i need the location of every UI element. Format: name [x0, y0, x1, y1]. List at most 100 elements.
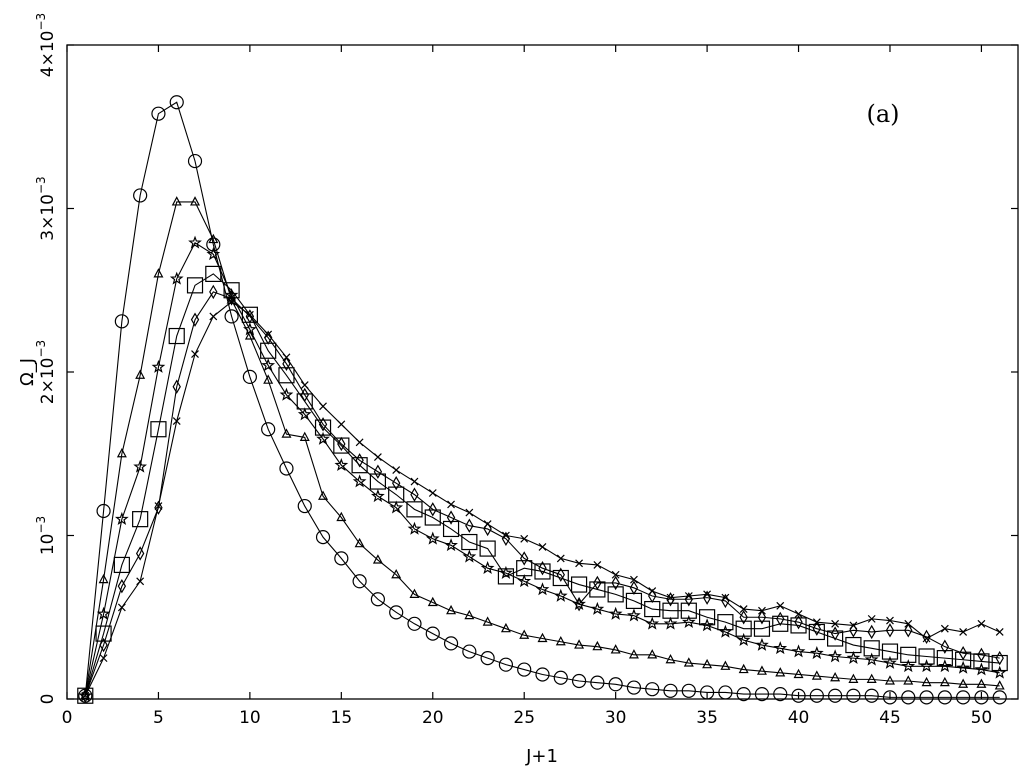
y-tick-label: 4×10−3 — [34, 13, 58, 77]
data-point-star — [535, 582, 550, 596]
data-point-triangle — [299, 431, 310, 441]
series-line-star — [84, 242, 1000, 696]
data-point-triangle — [555, 636, 566, 646]
data-point-cross — [373, 453, 382, 461]
data-point-star — [114, 511, 129, 525]
data-point-star — [243, 322, 257, 336]
data-point-triangle — [592, 640, 603, 651]
series-layer — [77, 95, 1008, 705]
data-point-diamond — [812, 621, 822, 636]
data-point-square — [113, 556, 130, 574]
x-tick-label: 40 — [788, 708, 810, 728]
data-point-square — [150, 421, 167, 438]
x-tick-label: 5 — [153, 708, 164, 728]
data-point-cross — [483, 520, 492, 528]
data-point-circle — [517, 662, 532, 677]
data-point-star — [407, 521, 422, 535]
data-point-square — [753, 620, 771, 637]
data-point-cross — [630, 575, 638, 584]
data-point-diamond — [209, 284, 218, 300]
data-point-diamond — [922, 629, 931, 645]
data-point-square — [991, 654, 1008, 672]
data-point-diamond — [574, 596, 584, 612]
data-point-triangle — [537, 632, 548, 643]
data-point-cross — [831, 619, 840, 628]
data-point-square — [424, 509, 441, 526]
data-point-triangle — [848, 673, 859, 683]
y-tick-base: 0 — [38, 694, 58, 705]
data-point-cross — [703, 590, 712, 599]
data-point-triangle — [958, 678, 969, 688]
data-point-circle — [224, 309, 239, 324]
data-point-circle — [480, 651, 495, 666]
data-point-circle — [261, 422, 276, 437]
data-point-star — [791, 644, 806, 658]
data-point-star — [279, 387, 294, 401]
data-point-triangle — [921, 676, 932, 687]
data-point-diamond — [501, 531, 511, 546]
data-point-circle — [352, 574, 367, 589]
data-point-circle — [590, 675, 605, 690]
data-point-cross — [227, 297, 236, 306]
data-point-cross — [282, 353, 291, 362]
data-point-star — [590, 601, 605, 615]
series-line-triangle — [84, 201, 1000, 696]
data-point-circle — [882, 690, 898, 705]
data-point-cross — [684, 592, 693, 600]
data-point-cross — [501, 531, 510, 540]
data-point-circle — [864, 688, 879, 703]
data-point-star — [956, 660, 971, 674]
x-tick-label: 25 — [513, 708, 535, 728]
data-point-cross — [355, 438, 364, 447]
data-point-square — [918, 648, 935, 665]
data-point-star — [334, 457, 349, 472]
data-point-diamond — [739, 610, 748, 625]
data-point-square — [863, 640, 880, 657]
data-point-square — [680, 602, 697, 619]
data-point-diamond — [684, 592, 694, 607]
data-point-circle — [937, 690, 952, 705]
data-point-square — [772, 615, 789, 632]
data-point-star — [553, 588, 568, 602]
data-point-cross — [575, 559, 584, 568]
data-point-circle — [645, 682, 660, 697]
data-point-cross — [648, 587, 657, 596]
data-point-square — [388, 486, 405, 503]
data-point-cross — [922, 634, 931, 643]
series-circle — [78, 95, 1007, 705]
data-point-star — [480, 560, 495, 575]
data-point-square — [698, 609, 716, 626]
data-point-diamond — [611, 575, 620, 591]
data-point-square — [973, 653, 990, 670]
data-point-diamond — [172, 379, 181, 394]
data-point-cross — [319, 402, 327, 411]
data-point-cross — [611, 570, 620, 579]
data-point-cross — [300, 381, 309, 390]
data-point-circle — [279, 461, 294, 476]
data-point-diamond — [428, 502, 437, 517]
data-point-triangle — [446, 604, 457, 615]
data-point-triangle — [464, 609, 475, 620]
data-point-circle — [315, 530, 331, 545]
data-point-star — [206, 247, 221, 261]
data-point-star — [608, 606, 623, 620]
data-point-circle — [187, 153, 203, 169]
x-tick-label: 30 — [605, 708, 627, 728]
data-point-star — [188, 235, 202, 249]
data-point-circle — [462, 644, 477, 659]
data-point-circle — [626, 680, 642, 695]
data-point-triangle — [281, 428, 292, 438]
series-triangle — [80, 196, 1005, 700]
data-point-cross — [593, 561, 602, 569]
series-line-diamond — [84, 291, 1000, 696]
data-point-triangle — [884, 675, 895, 685]
data-point-cross — [447, 500, 455, 509]
panel-label: (a) — [866, 100, 899, 128]
data-point-square — [827, 630, 844, 647]
data-point-star — [462, 549, 477, 563]
y-tick-base: 4×10 — [38, 31, 58, 78]
x-tick-label: 0 — [62, 708, 73, 728]
data-point-cross — [392, 466, 401, 475]
data-point-star — [297, 407, 312, 421]
